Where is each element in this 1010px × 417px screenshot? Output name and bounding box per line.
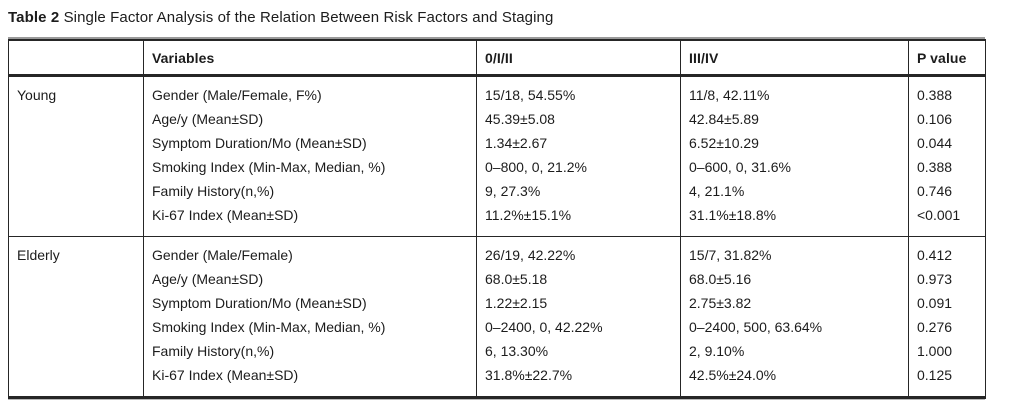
cell-p-value: 0.091	[908, 291, 986, 315]
header-p-value: P value	[908, 40, 986, 77]
cell-variable: Symptom Duration/Mo (Mean±SD)	[143, 131, 477, 155]
cell-stage-0-i-ii: 0–2400, 0, 42.22%	[476, 315, 681, 339]
table-row: Family History(n,%) 6, 13.30% 2, 9.10% 1…	[9, 339, 986, 363]
cell-stage-0-i-ii: 6, 13.30%	[476, 339, 681, 363]
cell-p-value: <0.001	[908, 203, 986, 237]
table-row: Elderly Gender (Male/Female) 26/19, 42.2…	[8, 236, 986, 398]
cell-stage-0-i-ii: 45.39±5.08	[476, 107, 681, 131]
cell-variable: Ki-67 Index (Mean±SD)	[143, 363, 477, 398]
cell-stage-0-i-ii: 26/19, 42.22%	[476, 236, 681, 267]
header-variables: Variables	[143, 40, 477, 77]
header-group-empty	[8, 40, 144, 77]
table-row: Smoking Index (Min-Max, Median, %) 0–800…	[9, 155, 986, 179]
cell-stage-iii-iv: 2, 9.10%	[680, 339, 909, 363]
cell-variable: Family History(n,%)	[143, 339, 477, 363]
cell-p-value: 0.973	[908, 267, 986, 291]
cell-stage-0-i-ii: 68.0±5.18	[476, 267, 681, 291]
cell-p-value: 0.412	[908, 236, 986, 267]
cell-p-value: 1.000	[908, 339, 986, 363]
cell-stage-0-i-ii: 15/18, 54.55%	[476, 75, 681, 107]
table-row: Family History(n,%) 9, 27.3% 4, 21.1% 0.…	[9, 179, 986, 203]
cell-variable: Gender (Male/Female)	[143, 236, 477, 267]
cell-stage-iii-iv: 2.75±3.82	[680, 291, 909, 315]
cell-p-value: 0.388	[908, 75, 986, 107]
group-elderly: Elderly Gender (Male/Female) 26/19, 42.2…	[8, 236, 986, 398]
cell-variable: Smoking Index (Min-Max, Median, %)	[143, 155, 477, 179]
cell-stage-iii-iv: 0–2400, 500, 63.64%	[680, 315, 909, 339]
cell-p-value: 0.746	[908, 179, 986, 203]
table-caption: Table 2 Single Factor Analysis of the Re…	[8, 9, 1010, 27]
cell-stage-iii-iv: 42.5%±24.0%	[680, 363, 909, 398]
cell-stage-0-i-ii: 1.22±2.15	[476, 291, 681, 315]
group-label-elderly: Elderly	[8, 236, 144, 398]
table-row: Young Gender (Male/Female, F%) 15/18, 54…	[9, 75, 986, 107]
cell-variable: Family History(n,%)	[143, 179, 477, 203]
cell-stage-iii-iv: 4, 21.1%	[680, 179, 909, 203]
cell-stage-iii-iv: 6.52±10.29	[680, 131, 909, 155]
table-row: Smoking Index (Min-Max, Median, %) 0–240…	[9, 315, 986, 339]
header-stage-0-i-ii: 0/I/II	[476, 40, 681, 77]
group-young: Young Gender (Male/Female, F%) 15/18, 54…	[9, 75, 986, 237]
table-row: Age/y (Mean±SD) 45.39±5.08 42.84±5.89 0.…	[9, 107, 986, 131]
cell-stage-0-i-ii: 9, 27.3%	[476, 179, 681, 203]
cell-p-value: 0.276	[908, 315, 986, 339]
cell-stage-iii-iv: 0–600, 0, 31.6%	[680, 155, 909, 179]
cell-stage-iii-iv: 31.1%±18.8%	[680, 203, 909, 237]
cell-stage-0-i-ii: 1.34±2.67	[476, 131, 681, 155]
table-row: Age/y (Mean±SD) 68.0±5.18 68.0±5.16 0.97…	[9, 267, 986, 291]
cell-p-value: 0.044	[908, 131, 986, 155]
table-border-frame: Variables 0/I/II III/IV P value Young Ge…	[8, 37, 986, 400]
cell-stage-iii-iv: 15/7, 31.82%	[680, 236, 909, 267]
cell-variable: Age/y (Mean±SD)	[143, 267, 477, 291]
header-row: Variables 0/I/II III/IV P value	[8, 40, 986, 77]
table-row: Symptom Duration/Mo (Mean±SD) 1.22±2.15 …	[9, 291, 986, 315]
cell-p-value: 0.388	[908, 155, 986, 179]
table-caption-label: Table 2	[8, 9, 60, 26]
cell-stage-iii-iv: 11/8, 42.11%	[680, 75, 909, 107]
header-stage-iii-iv: III/IV	[680, 40, 909, 77]
cell-stage-0-i-ii: 31.8%±22.7%	[476, 363, 681, 398]
cell-stage-0-i-ii: 0–800, 0, 21.2%	[476, 155, 681, 179]
cell-variable: Age/y (Mean±SD)	[143, 107, 477, 131]
table-row: Ki-67 Index (Mean±SD) 31.8%±22.7% 42.5%±…	[9, 363, 986, 398]
cell-variable: Symptom Duration/Mo (Mean±SD)	[143, 291, 477, 315]
cell-p-value: 0.106	[908, 107, 986, 131]
cell-stage-0-i-ii: 11.2%±15.1%	[476, 203, 681, 237]
risk-factors-staging-table: Variables 0/I/II III/IV P value Young Ge…	[8, 39, 986, 399]
cell-stage-iii-iv: 68.0±5.16	[680, 267, 909, 291]
table-caption-text: Single Factor Analysis of the Relation B…	[63, 9, 554, 26]
cell-variable: Gender (Male/Female, F%)	[143, 75, 477, 107]
table-row: Symptom Duration/Mo (Mean±SD) 1.34±2.67 …	[9, 131, 986, 155]
group-label-young: Young	[17, 87, 57, 103]
table-row: Ki-67 Index (Mean±SD) 11.2%±15.1% 31.1%±…	[9, 203, 986, 237]
cell-variable: Ki-67 Index (Mean±SD)	[143, 203, 477, 237]
cell-variable: Smoking Index (Min-Max, Median, %)	[143, 315, 477, 339]
cell-stage-iii-iv: 42.84±5.89	[680, 107, 909, 131]
cell-p-value: 0.125	[908, 363, 986, 398]
paper-table-page: Table 2 Single Factor Analysis of the Re…	[8, 9, 1010, 400]
